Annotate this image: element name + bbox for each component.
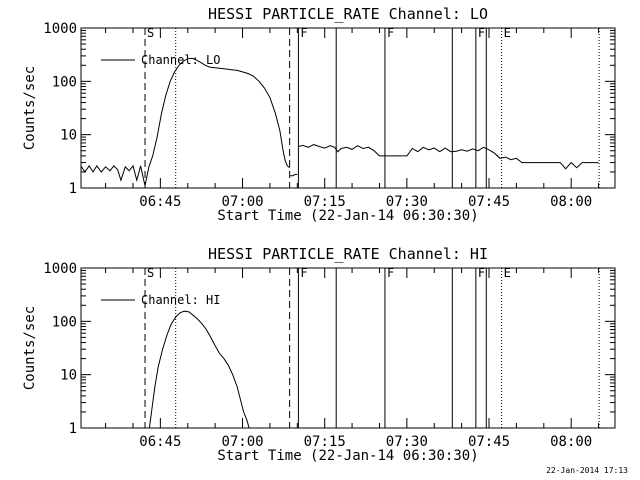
legend-entry: Channel: HI (141, 293, 220, 307)
x-tick-label: 07:45 (468, 194, 510, 210)
x-tick-label: 07:15 (304, 434, 346, 450)
series-line-segment (290, 173, 298, 177)
x-tick-label: 08:00 (550, 194, 592, 210)
x-tick-label: 07:30 (386, 434, 428, 450)
event-label: S (147, 26, 154, 40)
event-label: F (300, 266, 307, 280)
x-axis-label: Start Time (22-Jan-14 06:30:30) (217, 208, 478, 224)
series-line-segment (81, 57, 290, 186)
y-tick-label: 100 (52, 314, 77, 330)
x-tick-label: 07:00 (221, 194, 263, 210)
event-label: F (387, 26, 394, 40)
panel-channel-hi: HESSI PARTICLE_RATE Channel: HI 1 10 100 100… (22, 245, 616, 464)
y-tick-label: 1 (69, 181, 77, 197)
event-label: E (504, 26, 511, 40)
y-tick-label: 10 (60, 128, 77, 144)
x-tick-label: 07:00 (221, 434, 263, 450)
x-tick-label: 06:45 (139, 194, 181, 210)
x-tick-label: 07:45 (468, 434, 510, 450)
x-tick-label: 07:15 (304, 194, 346, 210)
event-label: E (504, 266, 511, 280)
y-tick-label: 1000 (43, 21, 77, 37)
series-line-segment (298, 144, 599, 170)
series-line-segment (148, 310, 250, 428)
y-tick-label: 10 (60, 368, 77, 384)
legend-entry: Channel: LO (141, 53, 220, 67)
panel-channel-lo: HESSI PARTICLE_RATE Channel: LO 1 10 100 100… (22, 5, 616, 224)
event-label: F (387, 266, 394, 280)
event-label: F (478, 26, 485, 40)
chart-title: HESSI PARTICLE_RATE Channel: HI (208, 245, 488, 263)
event-label: F (300, 26, 307, 40)
y-axis-label: Counts/sec (22, 306, 38, 390)
x-tick-label: 06:45 (139, 434, 181, 450)
render-timestamp: 22-Jan-2014 17:13 (546, 466, 628, 475)
event-label: F (478, 266, 485, 280)
x-tick-label: 07:30 (386, 194, 428, 210)
y-tick-label: 100 (52, 74, 77, 90)
y-tick-label: 1000 (43, 261, 77, 277)
y-axis-label: Counts/sec (22, 66, 38, 150)
plot-frame (80, 267, 616, 429)
plot-frame (80, 27, 616, 189)
x-axis-label: Start Time (22-Jan-14 06:30:30) (217, 448, 478, 464)
chart-title: HESSI PARTICLE_RATE Channel: LO (208, 5, 488, 23)
x-tick-label: 08:00 (550, 434, 592, 450)
event-label: S (147, 266, 154, 280)
y-tick-label: 1 (69, 421, 77, 437)
